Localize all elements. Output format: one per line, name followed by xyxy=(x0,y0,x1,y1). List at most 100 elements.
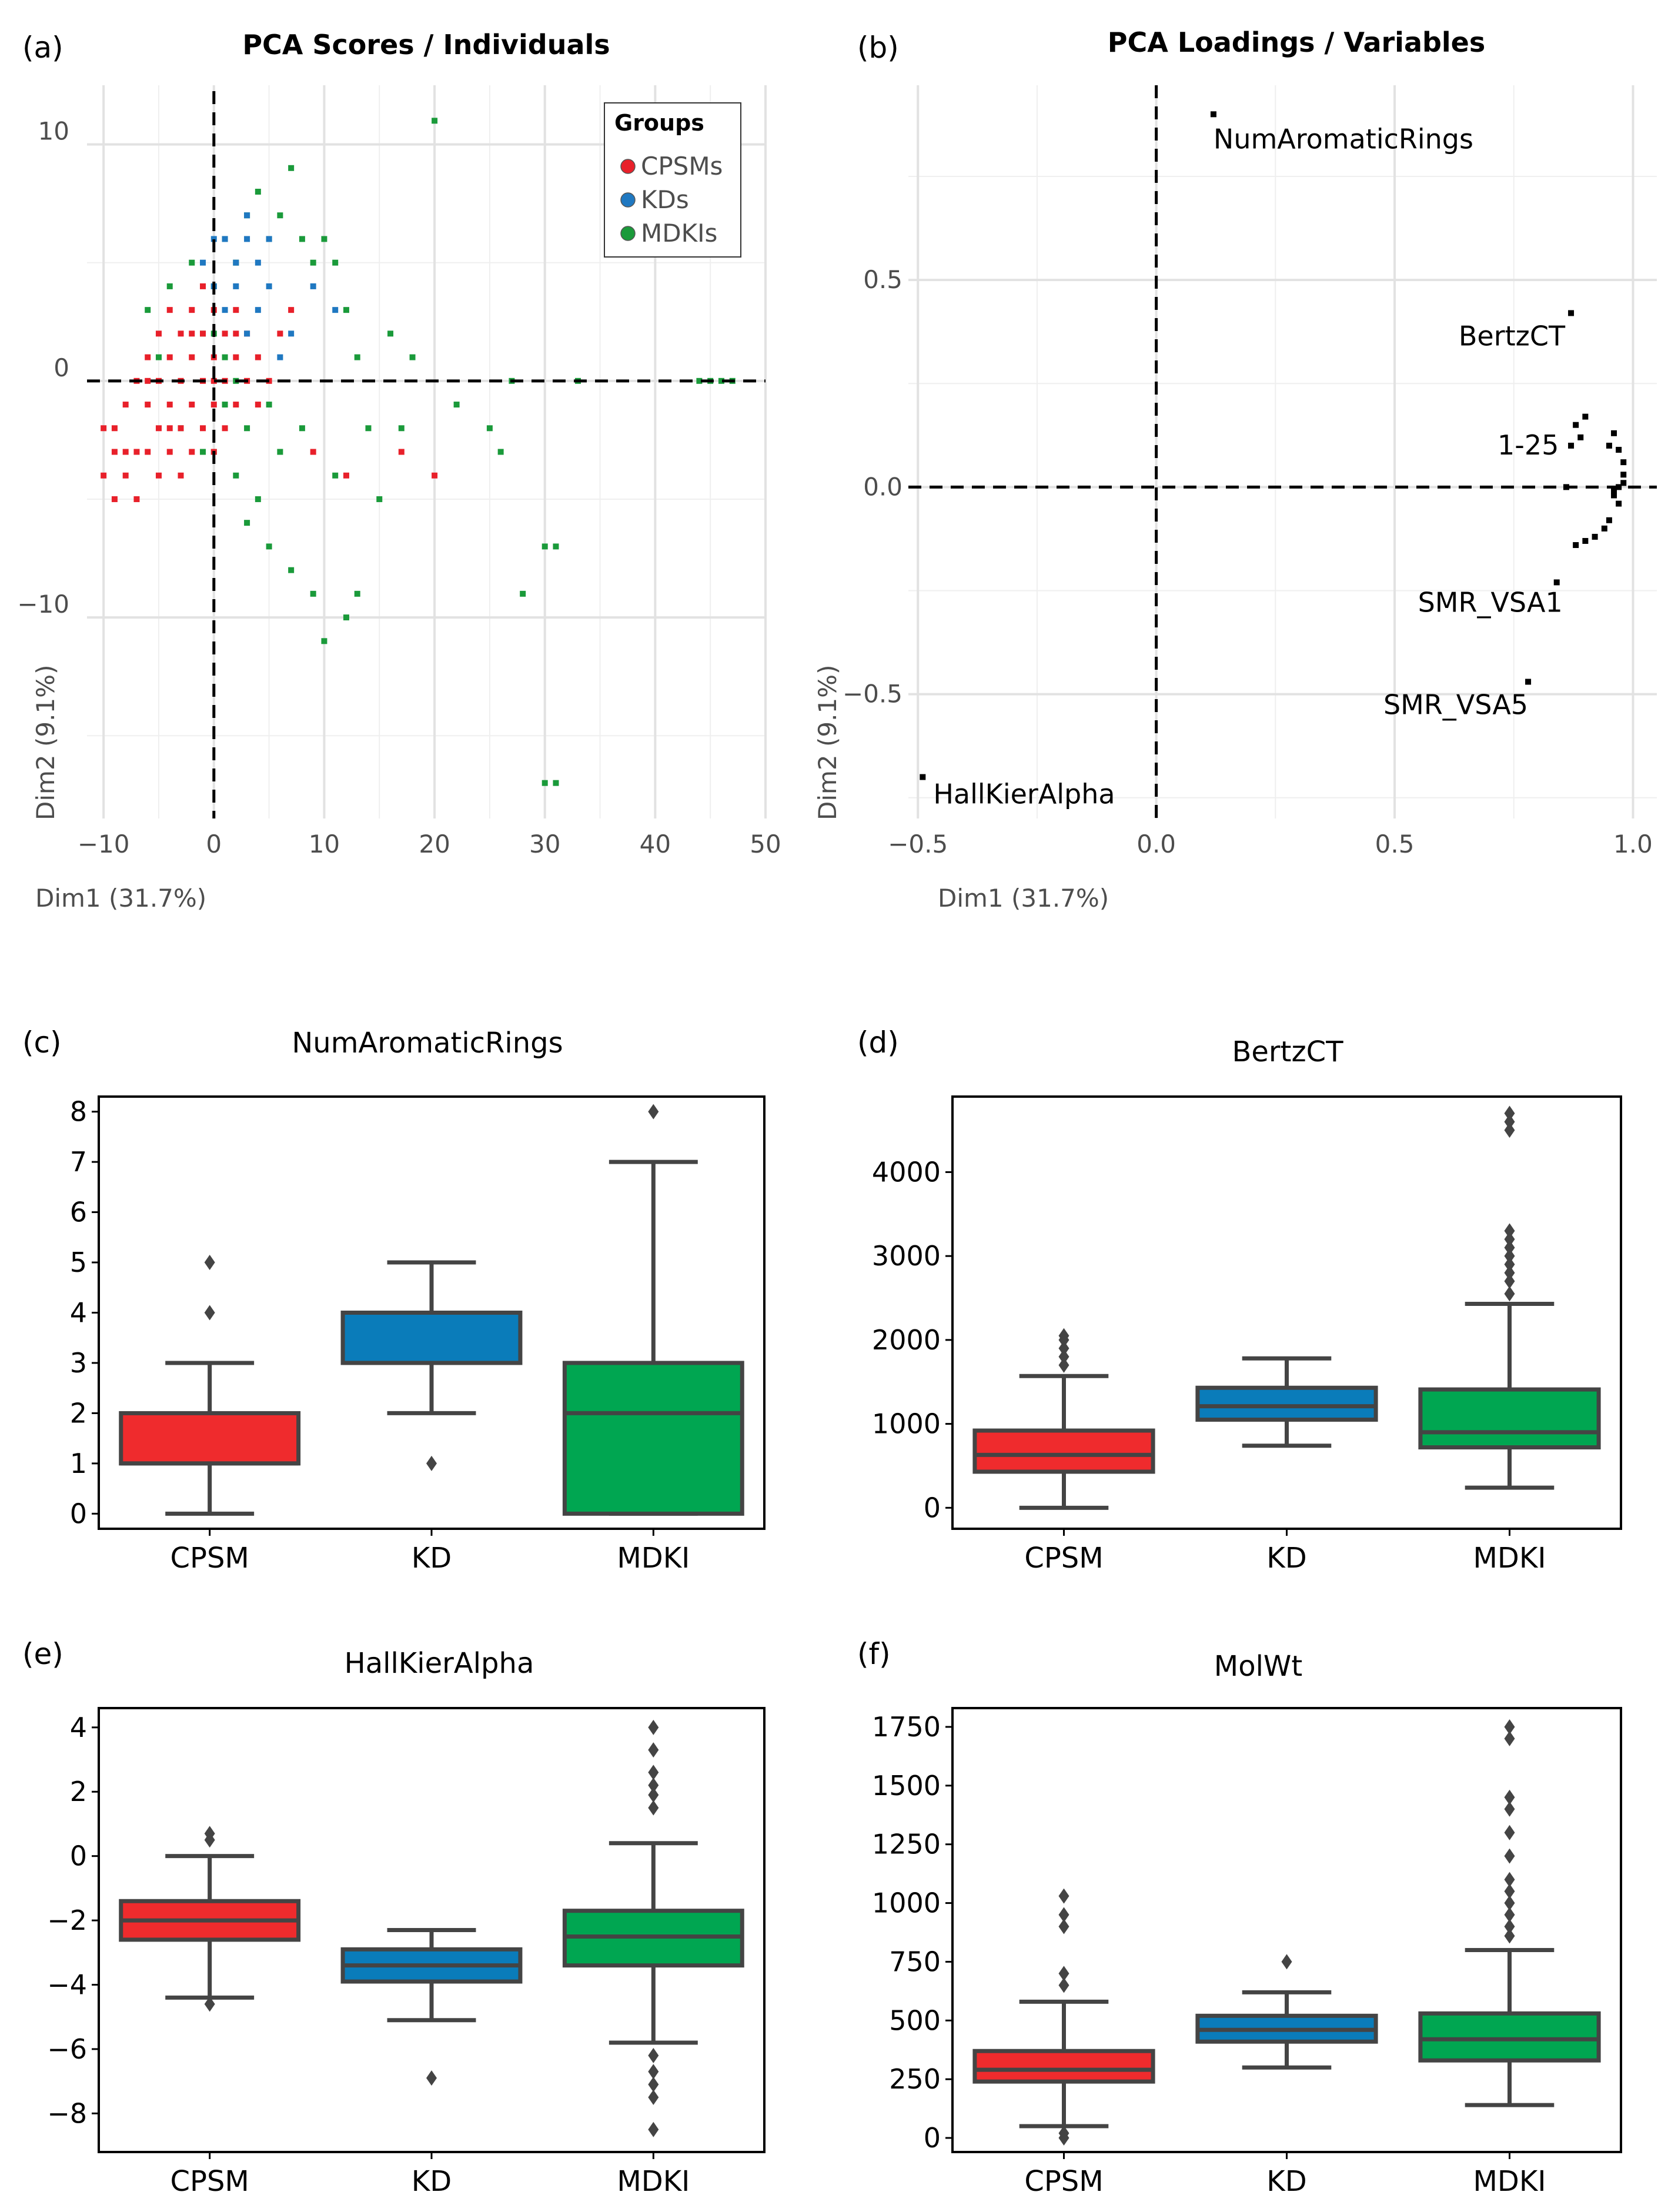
panel-a-point-kd xyxy=(244,330,250,337)
panel-a-pca-scores: (a) PCA Scores / Individuals −10 0 10 20 30 4… xyxy=(17,29,781,913)
outlier-marker xyxy=(648,2064,659,2080)
ytick-label: 6 xyxy=(70,1197,87,1228)
panel-a-ylabel: Dim2 (9.1%) xyxy=(31,665,60,820)
panel-a-point-kd xyxy=(233,283,239,289)
panel-a-point-mdki xyxy=(299,236,305,242)
panel-a-point-cpsm xyxy=(111,425,118,432)
panel-a-xtick-label: 20 xyxy=(419,830,450,858)
panel-a-point-cpsm xyxy=(233,307,239,313)
panel-a-point-cpsm xyxy=(189,307,195,313)
panel-a-point-mdki xyxy=(255,496,261,502)
ytick-label: 1500 xyxy=(872,1770,941,1802)
panel-a-point-mdki xyxy=(244,520,250,526)
outlier-marker xyxy=(1504,1231,1515,1247)
outlier-marker xyxy=(648,1719,659,1735)
panel-b-ytick-label: 0.0 xyxy=(863,472,902,501)
panel-a-point-cpsm xyxy=(255,354,261,360)
panel-b-loading-point xyxy=(1611,488,1617,494)
panel-a-point-mdki xyxy=(266,402,272,408)
panel-a-ytick-label: 0 xyxy=(54,353,69,382)
panel-a-point-kd xyxy=(222,236,228,242)
panel-a-point-cpsm xyxy=(166,402,173,408)
panel-b-loading-point xyxy=(1611,430,1617,436)
panel-a-point-cpsm xyxy=(145,377,151,384)
panel-b-loading-point xyxy=(1210,111,1216,118)
panel-b-loading-point xyxy=(1577,434,1584,440)
outlier-marker xyxy=(1058,1907,1069,1923)
ytick-label: 1000 xyxy=(872,1408,941,1440)
panel-a-point-mdki xyxy=(332,259,339,266)
ytick-label: 0 xyxy=(924,1492,941,1523)
panel-a-point-cpsm xyxy=(189,354,195,360)
legend-cpsm-marker xyxy=(620,159,636,174)
outlier-marker xyxy=(648,1787,659,1803)
panel-a-point-cpsm xyxy=(343,472,349,479)
outlier-marker xyxy=(1058,1328,1069,1344)
panel-d-title: BertzCT xyxy=(1232,1035,1343,1068)
panel-a-ytick-label: −10 xyxy=(17,590,69,619)
panel-a-point-cpsm xyxy=(111,449,118,455)
xtick-label: CPSM xyxy=(170,2165,249,2198)
panel-b-loading-point xyxy=(1620,459,1627,466)
outlier-marker xyxy=(1504,1114,1515,1130)
panel-b-xtick-label: 1.0 xyxy=(1613,830,1653,858)
outlier-marker xyxy=(648,1777,659,1793)
ytick-label: 1 xyxy=(70,1448,87,1479)
panel-a-point-mdki xyxy=(222,402,228,408)
panel-a-point-cpsm xyxy=(189,402,195,408)
panel-a-point-kd xyxy=(244,236,250,242)
panel-a-point-kd xyxy=(210,236,217,242)
panel-e-letter: (e) xyxy=(22,1637,63,1671)
panel-a-point-mdki xyxy=(354,590,360,597)
panel-a-point-cpsm xyxy=(277,330,283,337)
panel-a-tick-labels: −10 0 10 20 30 40 50 −10 0 10 xyxy=(17,117,781,858)
panel-a-point-cpsm xyxy=(178,330,184,337)
panel-e-plot: 4 2 0 −2 −4 −6 −8 CPSM KD MDKI xyxy=(47,1707,766,2198)
xtick-label: CPSM xyxy=(1024,2165,1103,2198)
outlier-marker xyxy=(1504,1265,1515,1281)
panel-a-xtick-label: −10 xyxy=(78,830,130,858)
panel-a-point-mdki xyxy=(200,449,206,455)
outlier-marker xyxy=(204,1826,215,1842)
outlier-marker xyxy=(1504,1907,1515,1923)
panel-a-point-cpsm xyxy=(145,402,151,408)
panel-a-point-cpsm xyxy=(101,425,107,432)
ytick-label: 1750 xyxy=(872,1711,941,1743)
panel-a-point-cpsm xyxy=(166,354,173,360)
outlier-marker xyxy=(1504,1239,1515,1255)
panel-a-point-cpsm xyxy=(432,472,438,479)
ytick-label: 0 xyxy=(70,1498,87,1529)
ytick-label: −6 xyxy=(47,2033,87,2065)
outlier-marker xyxy=(426,1455,437,1471)
panel-a-point-mdki xyxy=(553,780,559,786)
xtick-label: KD xyxy=(1266,2165,1306,2198)
outlier-marker xyxy=(1058,1349,1069,1365)
panel-a-point-mdki xyxy=(718,377,724,384)
xtick-label: KD xyxy=(1266,1542,1306,1575)
panel-b-loading-point xyxy=(1616,500,1622,507)
panel-a-point-cpsm xyxy=(189,449,195,455)
panel-d-plot: 0 1000 2000 3000 4000 CPSM KD MDKI xyxy=(872,1095,1622,1575)
panel-b-zero-lines xyxy=(908,85,1657,818)
outlier-marker xyxy=(1058,1888,1069,1904)
panel-a-point-mdki xyxy=(166,283,173,289)
ytick-label: 2 xyxy=(70,1776,87,1807)
outlier-marker xyxy=(1504,1895,1515,1911)
panel-b-loading-point xyxy=(1553,579,1560,586)
panel-a-point-cpsm xyxy=(178,472,184,479)
ytick-label: 3000 xyxy=(872,1240,941,1272)
panel-f-boxplot-molwt: (f) MolWt 0 250 500 750 1000 1250 1500 1750 CPSM… xyxy=(857,1637,1622,2198)
box-kd xyxy=(340,1311,523,1365)
panel-a-point-kd xyxy=(222,307,228,313)
panel-b-variable-label: BertzCT xyxy=(1459,320,1566,352)
panel-a-point-mdki xyxy=(409,354,416,360)
legend-mdki-label: MDKIs xyxy=(641,219,717,248)
panel-c-plot: 0 1 2 3 4 5 6 7 8 CPSM KD MDKI xyxy=(70,1095,766,1575)
ytick-label: 1250 xyxy=(872,1829,941,1860)
outlier-marker xyxy=(1058,1966,1069,1982)
box-mdki xyxy=(1418,2011,1601,2063)
panel-b-title: PCA Loadings / Variables xyxy=(1108,26,1486,58)
panel-a-point-cpsm xyxy=(155,425,162,432)
panel-a-point-kd xyxy=(200,259,206,266)
panel-b-loading-point xyxy=(1568,310,1575,316)
